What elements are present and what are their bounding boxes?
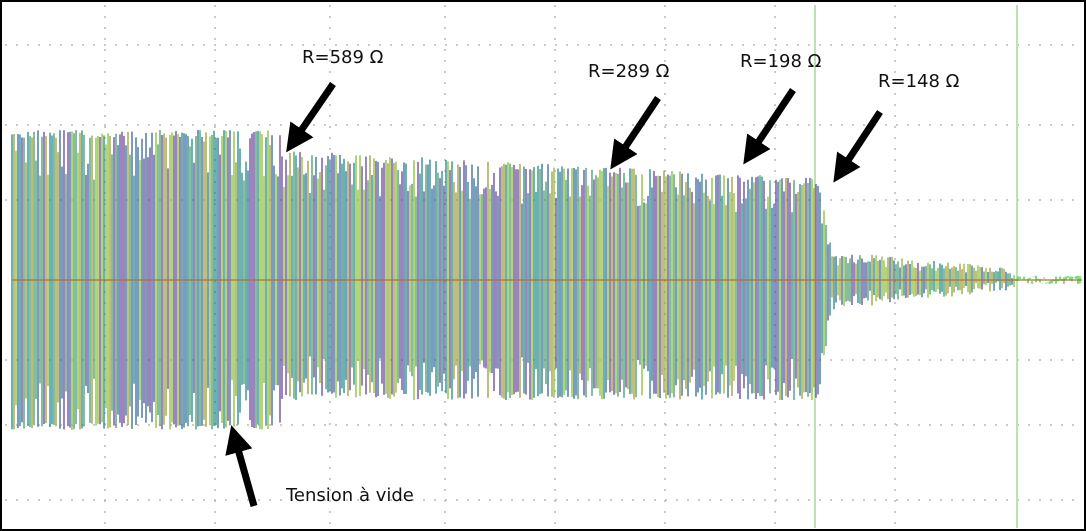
annotation-label: R=198 Ω — [740, 51, 822, 72]
annotation-label: R=289 Ω — [588, 61, 670, 82]
annotations: R=589 Ω R=289 Ω R=198 Ω R=148 Ω Tension … — [225, 47, 960, 507]
grid — [5, 5, 1082, 528]
annotation-label: R=148 Ω — [878, 71, 960, 92]
annotation-label: Tension à vide — [285, 485, 414, 506]
arrow — [225, 425, 258, 507]
arrow — [610, 96, 661, 170]
arrow — [833, 110, 883, 183]
arrow — [743, 88, 796, 165]
waveform — [11, 130, 1082, 430]
arrow — [286, 82, 336, 153]
annotation-label: R=589 Ω — [302, 47, 384, 68]
